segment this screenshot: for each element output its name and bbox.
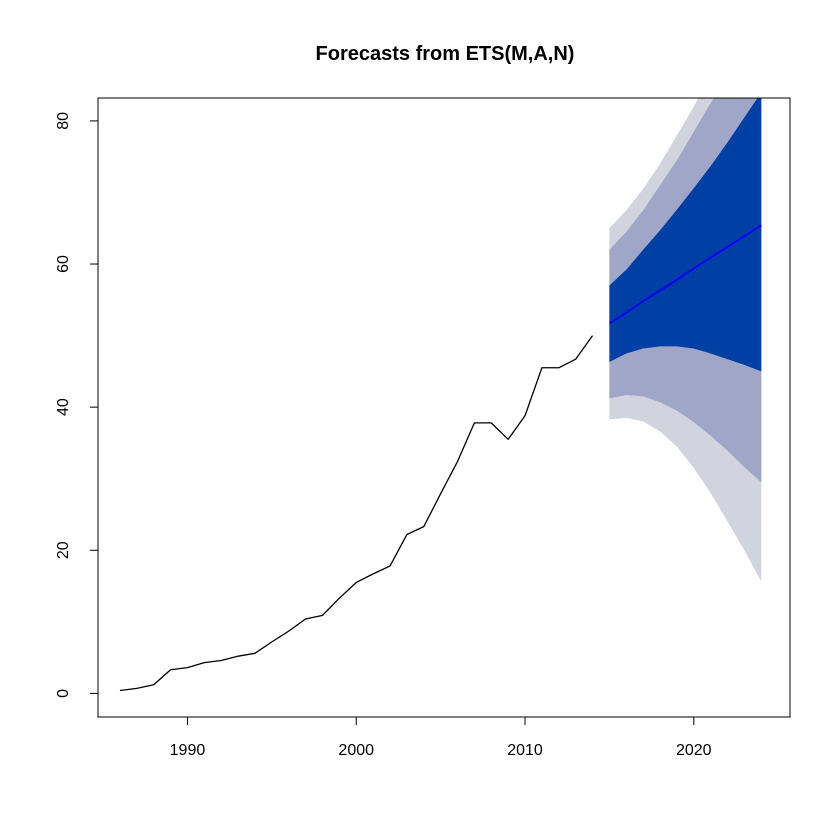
y-tick-label: 0 [55,689,72,698]
x-tick-label: 1990 [170,742,206,759]
forecast-mean-line [608,224,762,325]
y-axis: 0 20 40 60 80 [55,112,99,698]
x-tick-label: 2000 [338,742,374,759]
y-tick-label: 60 [55,255,72,273]
x-tick-label: 2010 [507,742,543,759]
x-axis: 1990 2000 2010 2020 [170,716,712,759]
prediction-bands [609,98,762,582]
series-lines [119,224,762,692]
y-tick-label: 40 [55,398,72,416]
chart-title: Forecasts from ETS(M,A,N) [316,43,575,65]
x-tick-label: 2020 [676,742,712,759]
y-tick-label: 20 [55,541,72,559]
y-tick-label: 80 [55,112,72,130]
band-80-percent [609,98,762,372]
historical-series-line [119,335,594,692]
